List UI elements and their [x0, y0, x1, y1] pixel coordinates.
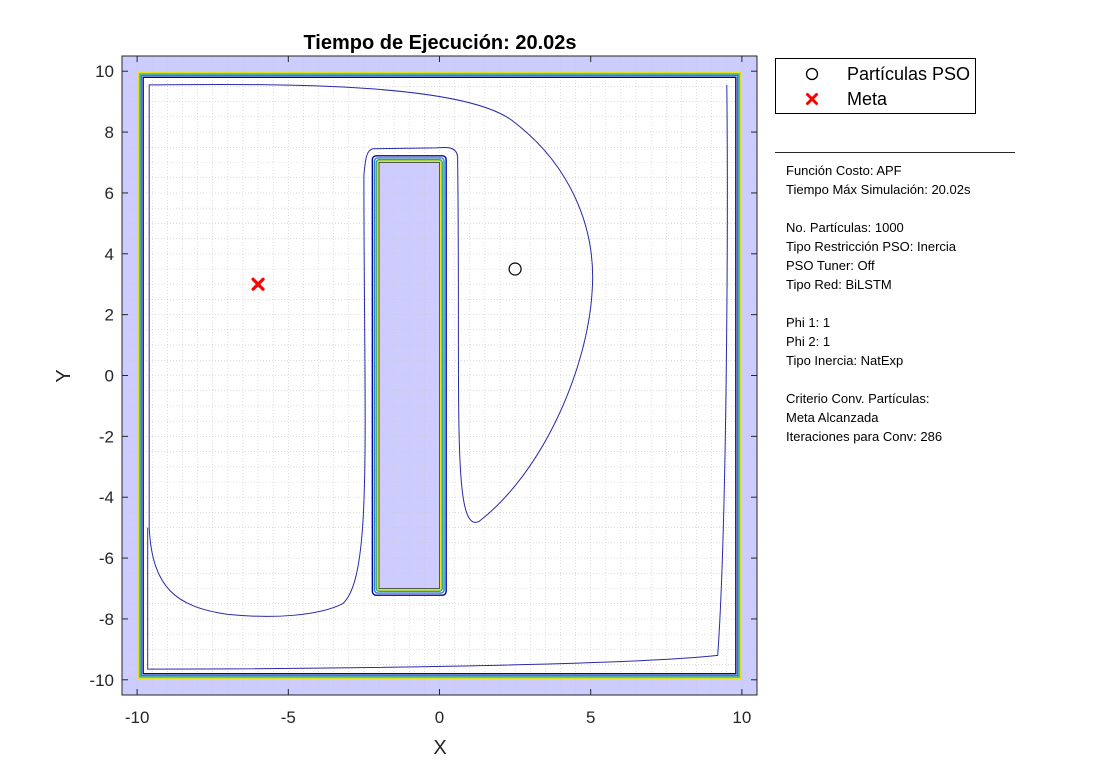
y-tick-label: 2: [105, 306, 114, 325]
info-line: Tipo Restricción PSO: Inercia: [786, 239, 957, 254]
wall-contour: [375, 159, 443, 592]
chart-title: Tiempo de Ejecución: 20.02s: [303, 32, 576, 54]
potential-contour: [148, 83, 594, 617]
info-line: PSO Tuner: Off: [786, 258, 875, 273]
y-tick-label: 8: [105, 123, 114, 142]
wall-contour: [377, 161, 441, 590]
info-line: Función Costo: APF: [786, 163, 902, 178]
y-tick-label: -10: [89, 671, 114, 690]
y-tick-label: -2: [99, 427, 114, 446]
x-tick-label: 5: [586, 708, 595, 727]
legend-label-goal: Meta: [847, 89, 888, 109]
info-line: No. Partículas: 1000: [786, 220, 904, 235]
x-axis-label: X: [433, 737, 446, 759]
info-line: Iteraciones para Conv: 286: [786, 429, 943, 444]
y-tick-label: 6: [105, 184, 114, 203]
info-line: Phi 1: 1: [786, 315, 831, 330]
potential-contour: [147, 84, 728, 670]
boundary-contour: [139, 73, 740, 678]
y-tick-label: 4: [105, 245, 114, 264]
particle-marker: [508, 262, 522, 276]
wall-contour: [376, 160, 442, 591]
legend-item-particles: Partículas PSO: [776, 62, 975, 86]
y-tick-label: 10: [95, 62, 114, 81]
y-tick-label: -8: [99, 610, 114, 629]
x-tick-label: -5: [281, 708, 296, 727]
legend-label-particles: Partículas PSO: [847, 64, 971, 84]
x-tick-label: 10: [732, 708, 751, 727]
legend-item-goal: Meta: [776, 87, 975, 111]
boundary-contour: [140, 74, 739, 677]
red-x-icon: [806, 93, 818, 105]
info-line: Criterio Conv. Partículas:: [786, 391, 930, 406]
boundary-contour: [137, 72, 742, 679]
x-tick-label: -10: [125, 708, 150, 727]
y-tick-label: -6: [99, 549, 114, 568]
wall-contour: [373, 157, 445, 594]
info-line: Tipo Inercia: NatExp: [786, 353, 904, 368]
wall-contour: [371, 155, 447, 596]
info-line: Tiempo Máx Simulación: 20.02s: [786, 182, 971, 197]
info-line: Tipo Red: BiLSTM: [786, 277, 892, 292]
x-tick-label: 0: [435, 708, 444, 727]
y-axis-label: Y: [53, 369, 75, 382]
open-circle-icon: [805, 67, 819, 81]
y-tick-label: -4: [99, 488, 114, 507]
info-line: Meta Alcanzada: [786, 410, 879, 425]
info-line: Phi 2: 1: [786, 334, 831, 349]
info-panel: Función Costo: APF Tiempo Máx Simulación…: [786, 161, 971, 446]
info-divider: [775, 152, 1015, 153]
y-tick-label: 0: [105, 367, 114, 386]
wall-edge: [378, 162, 440, 589]
goal-marker: [251, 277, 265, 291]
boundary-contour: [137, 71, 742, 680]
boundary-contour: [142, 76, 737, 675]
chart-legend: Partículas PSO Meta: [775, 58, 976, 114]
